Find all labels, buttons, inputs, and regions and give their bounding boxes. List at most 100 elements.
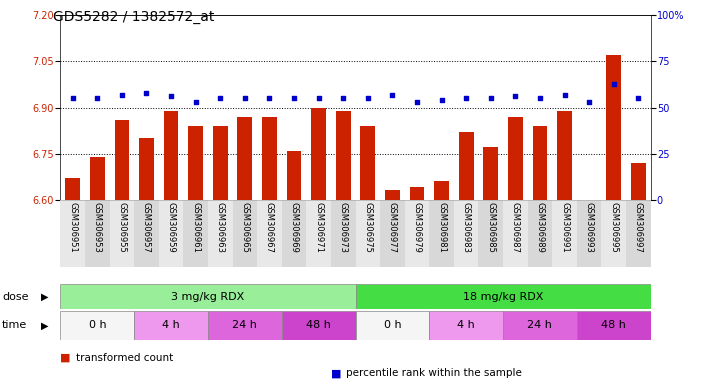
Text: GSM306963: GSM306963 <box>215 202 225 253</box>
Bar <box>606 55 621 200</box>
Bar <box>356 311 429 340</box>
Point <box>239 95 250 101</box>
Text: GSM306971: GSM306971 <box>314 202 323 253</box>
Bar <box>410 187 424 200</box>
Bar <box>336 111 351 200</box>
Text: 24 h: 24 h <box>528 320 552 331</box>
Point <box>559 91 570 98</box>
Bar <box>90 157 105 200</box>
Bar <box>577 200 602 267</box>
Point <box>92 95 103 101</box>
Bar <box>557 111 572 200</box>
Bar <box>208 311 282 340</box>
Bar <box>331 200 356 267</box>
Text: GSM306951: GSM306951 <box>68 202 77 252</box>
Text: GSM306955: GSM306955 <box>117 202 127 252</box>
Bar <box>356 284 651 309</box>
Text: GSM306975: GSM306975 <box>363 202 373 253</box>
Bar <box>380 200 405 267</box>
Text: GSM306995: GSM306995 <box>609 202 618 252</box>
Bar <box>139 138 154 200</box>
Text: GSM306997: GSM306997 <box>634 202 643 253</box>
Text: GSM306965: GSM306965 <box>240 202 250 253</box>
Bar <box>60 311 134 340</box>
Bar <box>385 190 400 200</box>
Point <box>338 95 349 101</box>
Text: GDS5282 / 1382572_at: GDS5282 / 1382572_at <box>53 10 215 23</box>
Bar <box>134 200 159 267</box>
Bar <box>287 151 301 200</box>
Bar <box>114 120 129 200</box>
Point <box>534 95 545 101</box>
Point <box>313 95 324 101</box>
Bar <box>134 311 208 340</box>
Text: 0 h: 0 h <box>88 320 106 331</box>
Text: GSM306979: GSM306979 <box>412 202 422 253</box>
Bar <box>60 284 356 309</box>
Point <box>411 99 422 105</box>
Point <box>485 95 496 101</box>
Text: 48 h: 48 h <box>306 320 331 331</box>
Point <box>166 93 177 99</box>
Bar <box>508 117 523 200</box>
Point <box>67 95 78 101</box>
Text: ■: ■ <box>60 353 71 363</box>
Text: GSM306991: GSM306991 <box>560 202 569 252</box>
Bar <box>631 163 646 200</box>
Bar <box>602 200 626 267</box>
Text: GSM306969: GSM306969 <box>289 202 299 253</box>
Text: GSM306981: GSM306981 <box>437 202 446 253</box>
Bar <box>164 111 178 200</box>
Text: GSM306983: GSM306983 <box>461 202 471 253</box>
Bar <box>188 126 203 200</box>
Text: GSM306967: GSM306967 <box>265 202 274 253</box>
Point <box>190 99 201 105</box>
Text: GSM306977: GSM306977 <box>388 202 397 253</box>
Text: GSM306957: GSM306957 <box>142 202 151 253</box>
Bar <box>528 200 552 267</box>
Bar <box>577 311 651 340</box>
Bar <box>306 200 331 267</box>
Bar <box>257 200 282 267</box>
Bar <box>356 200 380 267</box>
Bar <box>85 200 109 267</box>
Bar <box>183 200 208 267</box>
Text: GSM306993: GSM306993 <box>584 202 594 253</box>
Text: ▶: ▶ <box>41 320 48 331</box>
Bar <box>237 117 252 200</box>
Bar <box>405 200 429 267</box>
Bar <box>626 200 651 267</box>
Text: 4 h: 4 h <box>162 320 180 331</box>
Text: GSM306959: GSM306959 <box>166 202 176 252</box>
Bar <box>232 200 257 267</box>
Bar <box>311 108 326 200</box>
Point <box>510 93 521 99</box>
Point <box>584 99 595 105</box>
Bar <box>282 200 306 267</box>
Bar <box>454 200 479 267</box>
Point <box>362 95 373 101</box>
Text: 0 h: 0 h <box>383 320 401 331</box>
Point <box>461 95 472 101</box>
Bar <box>479 200 503 267</box>
Text: GSM306985: GSM306985 <box>486 202 496 253</box>
Point <box>387 91 398 98</box>
Text: GSM306961: GSM306961 <box>191 202 201 253</box>
Bar <box>208 200 232 267</box>
Bar <box>552 200 577 267</box>
Bar <box>159 200 183 267</box>
Text: 24 h: 24 h <box>232 320 257 331</box>
Text: percentile rank within the sample: percentile rank within the sample <box>346 368 522 378</box>
Bar <box>434 181 449 200</box>
Bar <box>262 117 277 200</box>
Text: 18 mg/kg RDX: 18 mg/kg RDX <box>463 291 543 302</box>
Point <box>141 90 152 96</box>
Text: ■: ■ <box>331 368 341 378</box>
Text: GSM306989: GSM306989 <box>535 202 545 253</box>
Bar <box>429 200 454 267</box>
Point <box>289 95 300 101</box>
Bar <box>483 147 498 200</box>
Bar <box>109 200 134 267</box>
Bar <box>459 132 474 200</box>
Point <box>633 95 644 101</box>
